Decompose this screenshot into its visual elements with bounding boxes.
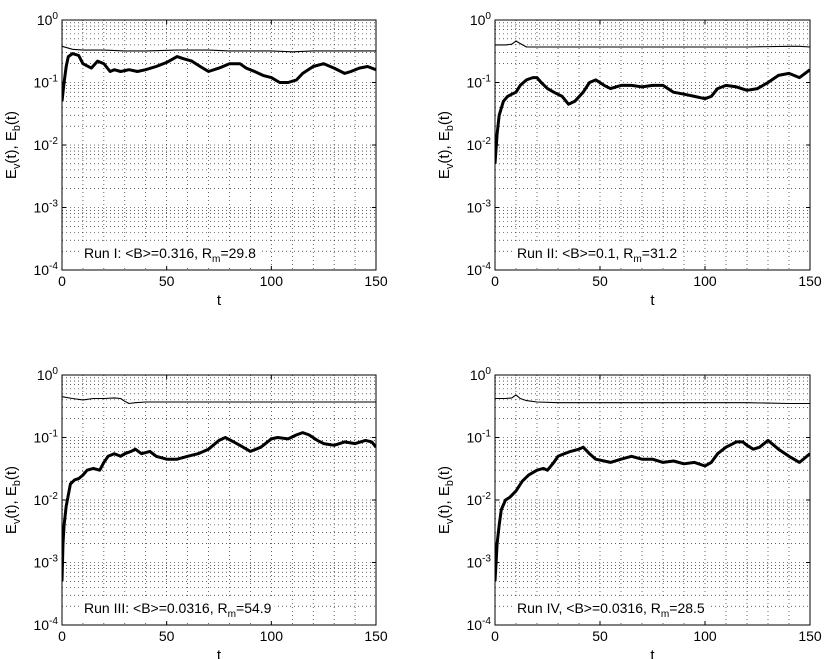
grid <box>62 375 376 625</box>
y-tick-label: 10-3​ <box>33 554 58 571</box>
x-tick-label: 150 <box>364 273 388 289</box>
x-tick-label: 50 <box>159 273 175 289</box>
x-tick-label: 150 <box>364 628 388 644</box>
y-axis-label: Ev​(t), Eb​(t) <box>436 466 456 534</box>
series-line-eb <box>495 394 810 405</box>
y-tick-label: 10-4​ <box>466 261 491 278</box>
grid <box>495 375 810 625</box>
y-tick-label: 10-1​ <box>33 429 58 446</box>
x-axis-label: t <box>650 647 655 659</box>
y-tick-label: 10-4​ <box>466 616 491 633</box>
series-line-ev <box>495 68 810 164</box>
y-tick-label: 100​ <box>37 366 59 383</box>
y-tick-label: 10-1​ <box>466 74 491 91</box>
run-annotation: Run IV, <B>=0.0316, Rm​=28.5 <box>517 600 705 620</box>
y-tick-label: 10-3​ <box>33 199 58 216</box>
x-tick-label: 150 <box>798 628 822 644</box>
x-tick-label: 100 <box>260 628 284 644</box>
x-tick-label: 0 <box>58 273 66 289</box>
chart-panel-1: 0 50 100 150 10-4​ 10-3​ 10-2​ 10-1​ 100​ t Ev​(t)… <box>3 11 388 309</box>
x-tick-label: 0 <box>491 628 499 644</box>
x-axis-label: t <box>650 292 655 309</box>
run-annotation: Run I: <B>=0.316, Rm​=29.8 <box>84 245 256 265</box>
chart-panel-3: 0 50 100 150 10-4​ 10-3​ 10-2​ 10-1​ 100​ t Ev​(t)… <box>3 366 388 659</box>
y-tick-label: 10-3​ <box>466 554 491 571</box>
x-axis-label: t <box>217 647 222 659</box>
series-line-ev <box>62 431 376 582</box>
y-tick-label: 10-1​ <box>33 74 58 91</box>
x-tick-label: 50 <box>592 273 608 289</box>
x-tick-label: 100 <box>260 273 284 289</box>
chart-panel-2: 0 50 100 150 10-4​ 10-3​ 10-2​ 10-1​ 100​ t Ev​(t)… <box>436 11 822 309</box>
series-line-ev <box>495 438 810 582</box>
axes-box <box>494 19 811 271</box>
annotation-background <box>81 599 275 621</box>
x-tick-label: 100 <box>693 628 717 644</box>
x-tick-label: 0 <box>58 628 66 644</box>
y-tick-label: 100​ <box>37 11 59 28</box>
grid <box>495 20 810 270</box>
y-axis-label: Ev​(t), Eb​(t) <box>3 466 23 534</box>
annotation-background <box>514 599 708 621</box>
x-tick-label: 100 <box>693 273 717 289</box>
y-tick-label: 10-3​ <box>466 199 491 216</box>
y-tick-label: 100​ <box>470 11 492 28</box>
y-tick-label: 10-2​ <box>33 136 58 153</box>
x-tick-label: 0 <box>491 273 499 289</box>
grid <box>62 20 376 270</box>
x-axis-label: t <box>217 292 222 309</box>
y-axis-label: Ev​(t), Eb​(t) <box>3 111 23 179</box>
y-tick-label: 10-1​ <box>466 429 491 446</box>
x-tick-label: 150 <box>798 273 822 289</box>
axes-box <box>494 374 811 626</box>
run-annotation: Run II: <B>=0.1, Rm​=31.2 <box>517 245 677 265</box>
y-tick-label: 10-4​ <box>33 261 58 278</box>
x-tick-label: 50 <box>592 628 608 644</box>
y-tick-label: 10-2​ <box>466 136 491 153</box>
y-tick-label: 10-2​ <box>466 491 491 508</box>
y-tick-label: 10-4​ <box>33 616 58 633</box>
x-tick-label: 50 <box>159 628 175 644</box>
annotation-background <box>81 244 260 266</box>
y-axis-label: Ev​(t), Eb​(t) <box>436 111 456 179</box>
series-line-eb <box>495 40 810 48</box>
chart-panel-4: 0 50 100 150 10-4​ 10-3​ 10-2​ 10-1​ 100​ t Ev​(t)… <box>436 366 822 659</box>
run-annotation: Run III: <B>=0.0316, Rm​=54.9 <box>84 600 272 620</box>
series-line-eb <box>62 396 376 405</box>
y-tick-label: 10-2​ <box>33 491 58 508</box>
series-line-eb <box>62 45 376 53</box>
y-tick-label: 100​ <box>470 366 492 383</box>
series-line-ev <box>62 52 376 102</box>
annotation-background <box>514 244 681 266</box>
